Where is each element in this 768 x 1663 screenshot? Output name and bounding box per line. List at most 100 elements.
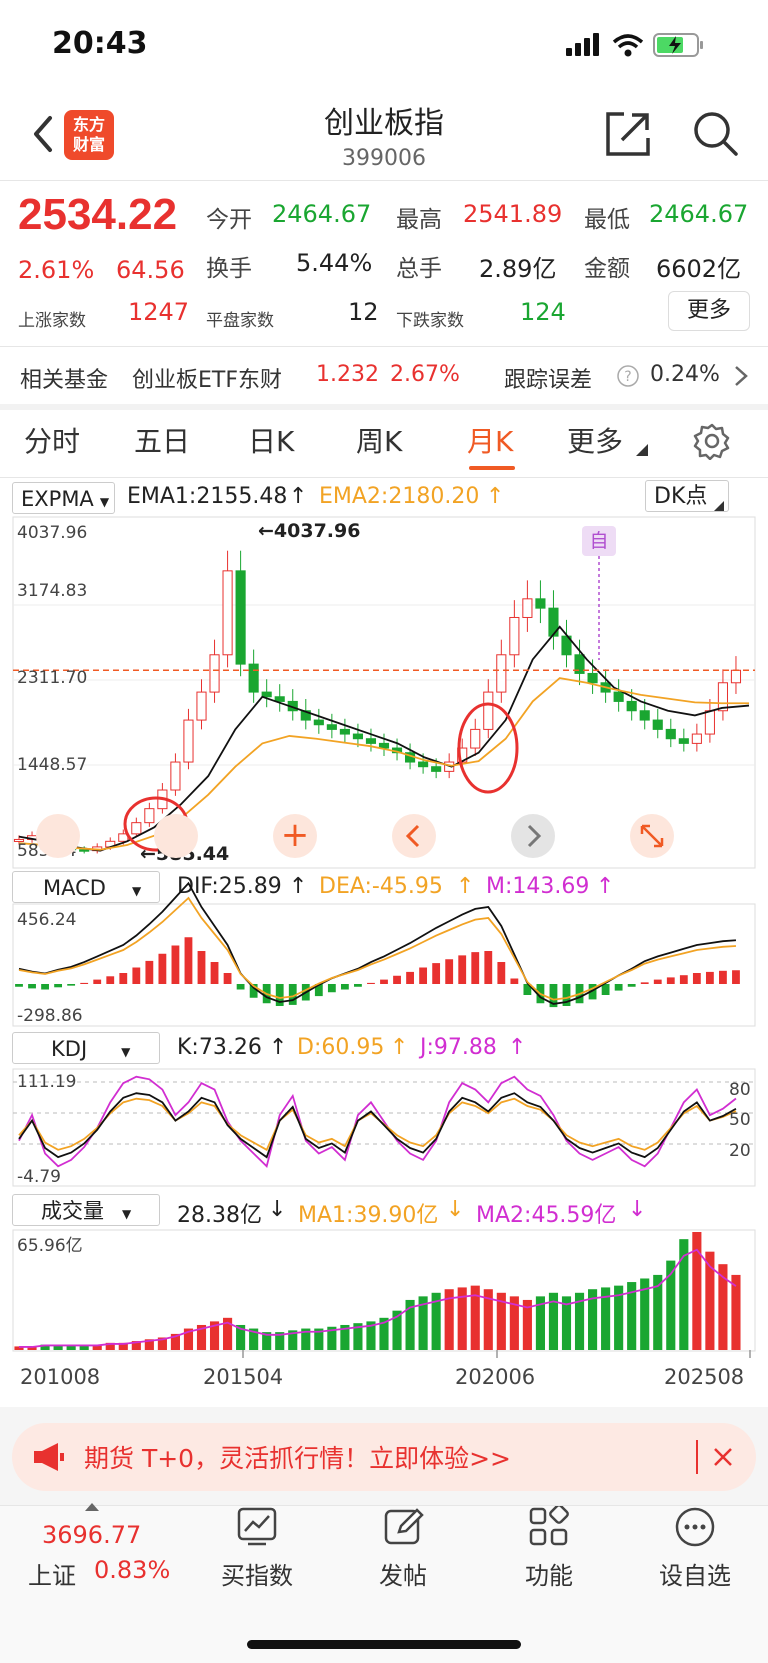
d-up-arrow: ↑ xyxy=(390,1035,409,1060)
help-icon[interactable]: ? xyxy=(616,364,640,388)
dea-line xyxy=(18,896,737,1001)
tab-divider xyxy=(0,477,768,478)
back-icon[interactable] xyxy=(26,108,66,160)
tab-intraday[interactable]: 分时 xyxy=(24,425,81,458)
volume-bar xyxy=(196,1324,207,1350)
volume-bar xyxy=(144,1339,154,1350)
volume-bar xyxy=(653,1274,663,1350)
sh-index-value[interactable]: 3696.77 xyxy=(42,1521,142,1549)
up-count-label: 上涨家数 xyxy=(18,311,86,331)
volume-bar xyxy=(170,1333,180,1350)
max-annotation: ←4037.96 xyxy=(258,520,361,542)
apps-grid-icon[interactable] xyxy=(528,1506,570,1548)
nav-functions[interactable]: 功能 xyxy=(525,1562,573,1590)
candle-body xyxy=(535,598,546,609)
volume-bar xyxy=(223,1317,233,1350)
panel-frame-3 xyxy=(12,1229,756,1352)
vol-ma1-down-arrow: ↓ xyxy=(446,1197,465,1222)
volume-bar xyxy=(105,1342,115,1350)
self-select-tag[interactable]: 自 xyxy=(582,526,616,556)
down-count: 124 xyxy=(520,298,566,326)
volume-bar xyxy=(79,1344,89,1350)
turnover-label: 换手 xyxy=(206,256,252,282)
kdj-y-bottom: -4.79 xyxy=(17,1167,61,1187)
volume-bar xyxy=(53,1344,63,1350)
candle-body xyxy=(639,710,650,721)
wifi-icon xyxy=(612,34,644,57)
volume-bar xyxy=(692,1232,702,1350)
tab-weekly-k[interactable]: 周K xyxy=(356,425,403,458)
volume-bar xyxy=(574,1292,585,1350)
volume-bar xyxy=(561,1296,572,1350)
tracking-error-value: 0.24% xyxy=(650,362,720,387)
volume-indicator-select[interactable]: 成交量 ▼ xyxy=(12,1194,160,1226)
high-value: 2541.89 xyxy=(463,200,563,228)
ema-line-1 xyxy=(18,625,750,852)
volume-bar xyxy=(548,1292,559,1350)
fund-price: 1.232 xyxy=(316,362,379,387)
tab-five-day[interactable]: 五日 xyxy=(134,425,191,458)
kline-chart[interactable] xyxy=(0,476,768,1396)
volume-bar xyxy=(679,1239,689,1350)
tab-monthly-k[interactable]: 月K xyxy=(467,425,514,458)
j-line xyxy=(18,1075,737,1169)
candle-body xyxy=(496,654,507,693)
nav-post[interactable]: 发帖 xyxy=(379,1562,427,1590)
y-label-2: 3174.83 xyxy=(17,581,88,601)
volume-bar xyxy=(718,1264,728,1350)
scroll-left-icon[interactable] xyxy=(392,814,436,858)
tab-more[interactable]: 更多 xyxy=(567,425,624,458)
change-value: 64.56 xyxy=(116,256,185,284)
candle-body xyxy=(717,682,728,712)
dk-point-button[interactable]: DK点 xyxy=(645,480,729,512)
high-label: 最高 xyxy=(396,207,442,233)
home-indicator xyxy=(247,1640,521,1649)
promo-banner[interactable] xyxy=(12,1423,756,1491)
trend-chart-icon[interactable] xyxy=(236,1506,278,1548)
m-value: M:143.69 xyxy=(486,874,590,899)
sh-index-name: 上证 xyxy=(28,1562,76,1590)
tab-daily-k[interactable]: 日K xyxy=(248,425,295,458)
signal-icon xyxy=(566,33,599,56)
more-button[interactable]: 更多 xyxy=(668,291,750,331)
candle-body xyxy=(352,733,363,740)
header-divider xyxy=(0,180,768,181)
kdj-indicator-select[interactable]: KDJ ▼ xyxy=(12,1032,160,1064)
settings-gear-icon[interactable] xyxy=(693,422,731,460)
volume-bar xyxy=(614,1285,624,1350)
kdj-y-top: 111.19 xyxy=(17,1072,77,1092)
more-dots-icon[interactable] xyxy=(674,1506,716,1548)
search-icon[interactable] xyxy=(692,110,740,158)
expand-icon[interactable] xyxy=(630,814,674,858)
plus-icon[interactable]: + xyxy=(273,814,317,858)
minus-control[interactable] xyxy=(154,814,198,858)
candle-body xyxy=(587,672,598,684)
macd-indicator-select[interactable]: MACD ▼ xyxy=(12,871,160,903)
flat-count: 12 xyxy=(348,298,379,326)
scroll-right-icon[interactable] xyxy=(511,814,555,858)
down-count-label: 下跌家数 xyxy=(396,311,464,331)
main-indicator-select[interactable]: EXPMA ▼ xyxy=(12,482,115,514)
dea-up-arrow: ↑ xyxy=(456,874,475,899)
candle-body xyxy=(183,719,194,763)
x-label-3: 202508 xyxy=(664,1365,745,1389)
macd-y-top: 456.24 xyxy=(17,910,77,930)
volume-bar xyxy=(262,1332,272,1350)
volume-bar xyxy=(640,1278,650,1350)
post-edit-icon[interactable] xyxy=(383,1506,425,1548)
volume-bar xyxy=(209,1321,220,1350)
candle-body xyxy=(209,654,220,693)
volume-bar xyxy=(379,1317,389,1350)
candle-body xyxy=(691,733,702,744)
volume-bar xyxy=(353,1323,363,1350)
close-icon[interactable] xyxy=(712,1446,734,1468)
volume-value: 2.89亿 xyxy=(479,255,557,283)
share-icon[interactable] xyxy=(604,110,652,158)
nav-buy-index[interactable]: 买指数 xyxy=(221,1562,293,1590)
zoom-out-control[interactable] xyxy=(36,814,80,858)
volume-bar xyxy=(731,1274,741,1350)
nav-add-watchlist[interactable]: 设自选 xyxy=(659,1562,731,1590)
j-value: J:97.88 xyxy=(420,1035,497,1060)
open-label: 今开 xyxy=(206,207,252,233)
candle-body xyxy=(509,616,520,656)
